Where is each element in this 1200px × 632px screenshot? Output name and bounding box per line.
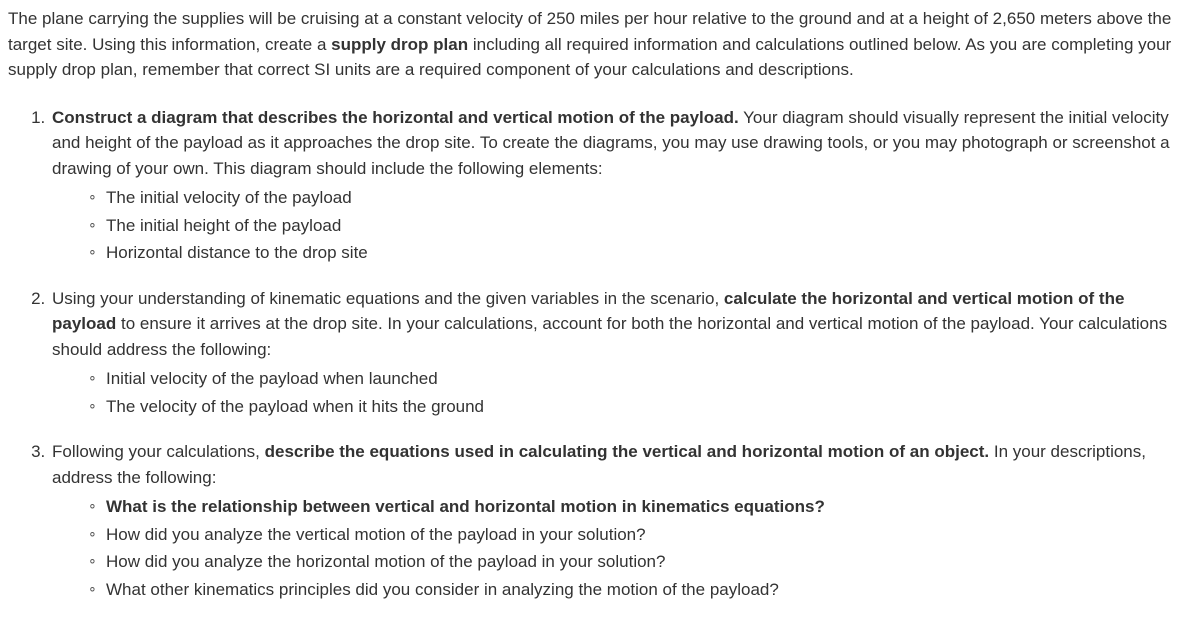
sub-text: What other kinematics principles did you… bbox=[106, 580, 779, 599]
item-1-sublist: The initial velocity of the payload The … bbox=[52, 185, 1192, 266]
intro-paragraph: The plane carrying the supplies will be … bbox=[8, 6, 1192, 83]
document-page: The plane carrying the supplies will be … bbox=[0, 0, 1200, 632]
sub-text: How did you analyze the vertical motion … bbox=[106, 525, 646, 544]
ordered-list: Construct a diagram that describes the h… bbox=[8, 105, 1192, 603]
sub-text: The initial height of the payload bbox=[106, 216, 341, 235]
item-1-sub-1: The initial velocity of the payload bbox=[88, 185, 1192, 211]
item-3-sublist: What is the relationship between vertica… bbox=[52, 494, 1192, 602]
intro-bold: supply drop plan bbox=[331, 35, 468, 54]
item-2-lead-b: to ensure it arrives at the drop site. I… bbox=[52, 314, 1167, 359]
item-2-lead-a: Using your understanding of kinematic eq… bbox=[52, 289, 724, 308]
sub-text-bold: What is the relationship between vertica… bbox=[106, 497, 825, 516]
sub-text: Horizontal distance to the drop site bbox=[106, 243, 368, 262]
item-1-sub-2: The initial height of the payload bbox=[88, 213, 1192, 239]
sub-text: How did you analyze the horizontal motio… bbox=[106, 552, 665, 571]
item-3-sub-4: What other kinematics principles did you… bbox=[88, 577, 1192, 603]
item-3-sub-3: How did you analyze the horizontal motio… bbox=[88, 549, 1192, 575]
sub-text: The velocity of the payload when it hits… bbox=[106, 397, 484, 416]
item-1: Construct a diagram that describes the h… bbox=[50, 105, 1192, 266]
item-2: Using your understanding of kinematic eq… bbox=[50, 286, 1192, 420]
item-2-sublist: Initial velocity of the payload when lau… bbox=[52, 366, 1192, 419]
item-1-lead-bold: Construct a diagram that describes the h… bbox=[52, 108, 739, 127]
item-3-sub-1: What is the relationship between vertica… bbox=[88, 494, 1192, 520]
item-1-sub-3: Horizontal distance to the drop site bbox=[88, 240, 1192, 266]
sub-text: Initial velocity of the payload when lau… bbox=[106, 369, 438, 388]
item-3-lead-a: Following your calculations, bbox=[52, 442, 265, 461]
item-3-lead-bold: describe the equations used in calculati… bbox=[265, 442, 990, 461]
item-3: Following your calculations, describe th… bbox=[50, 439, 1192, 602]
item-2-sub-1: Initial velocity of the payload when lau… bbox=[88, 366, 1192, 392]
item-2-sub-2: The velocity of the payload when it hits… bbox=[88, 394, 1192, 420]
item-3-sub-2: How did you analyze the vertical motion … bbox=[88, 522, 1192, 548]
sub-text: The initial velocity of the payload bbox=[106, 188, 352, 207]
